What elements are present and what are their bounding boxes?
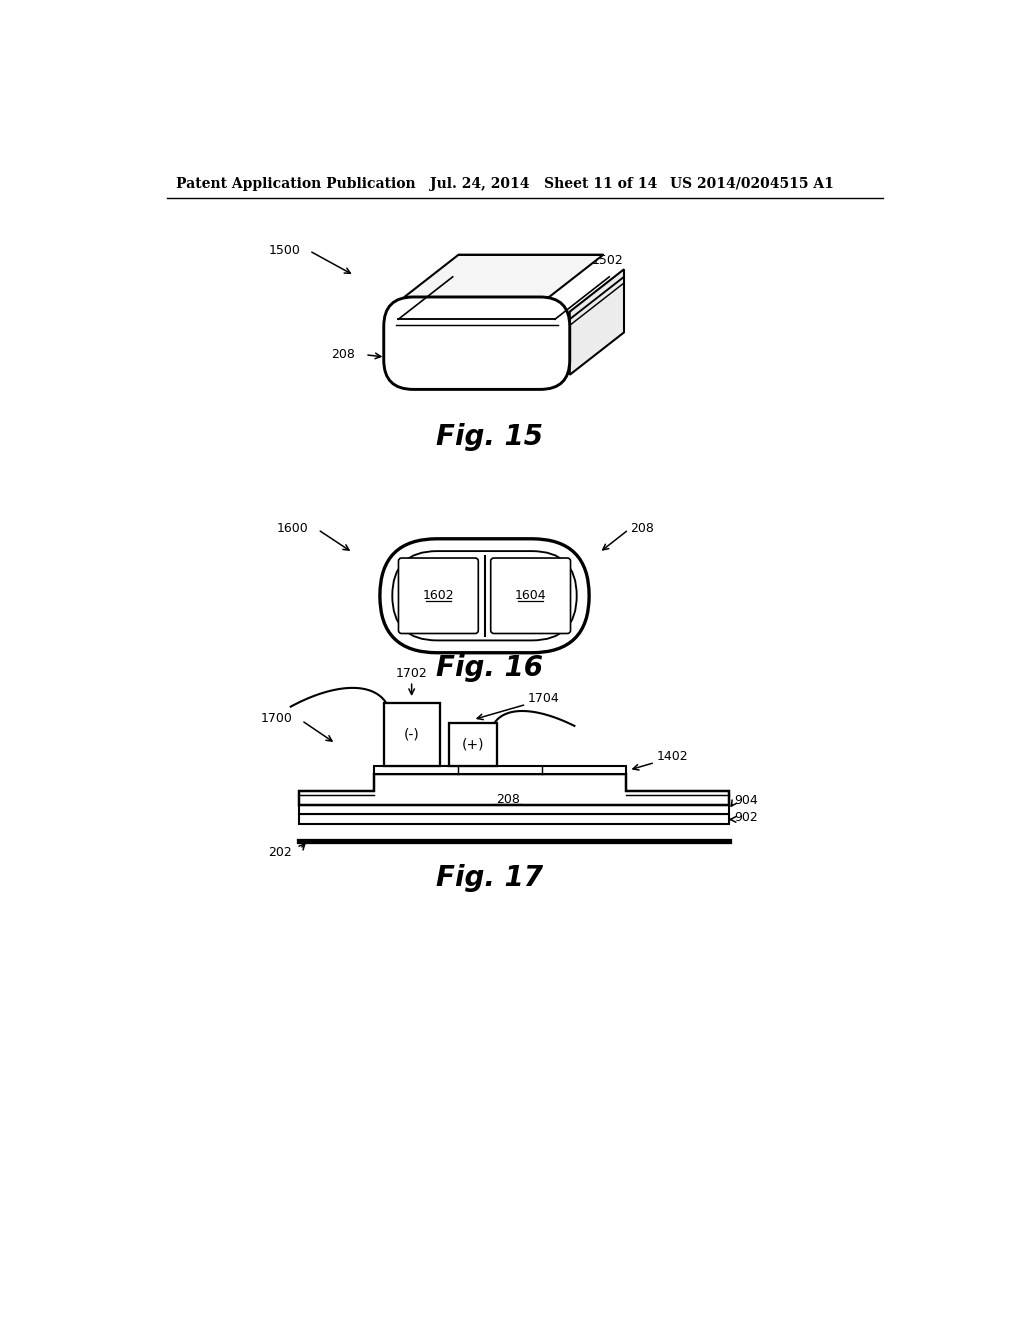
FancyBboxPatch shape xyxy=(384,297,569,389)
Text: 1704: 1704 xyxy=(528,692,560,705)
Text: Fig. 17: Fig. 17 xyxy=(435,863,543,891)
Polygon shape xyxy=(404,255,603,297)
Polygon shape xyxy=(299,814,729,825)
Text: Fig. 16: Fig. 16 xyxy=(435,655,543,682)
FancyBboxPatch shape xyxy=(398,558,478,634)
Text: Patent Application Publication: Patent Application Publication xyxy=(176,177,416,191)
Text: 902: 902 xyxy=(734,812,758,825)
Text: (-): (-) xyxy=(403,727,420,742)
Polygon shape xyxy=(449,723,497,766)
Text: 1702: 1702 xyxy=(395,667,428,680)
Text: 1502: 1502 xyxy=(493,537,524,550)
Text: Fig. 15: Fig. 15 xyxy=(435,424,543,451)
Polygon shape xyxy=(299,805,729,814)
Text: 208: 208 xyxy=(331,348,355,362)
Polygon shape xyxy=(569,269,624,375)
Text: 1502: 1502 xyxy=(592,255,624,268)
Text: 904: 904 xyxy=(734,795,758,807)
Text: 208: 208 xyxy=(630,521,654,535)
Text: 1700: 1700 xyxy=(260,711,292,725)
FancyBboxPatch shape xyxy=(392,552,577,640)
Text: 208: 208 xyxy=(496,792,520,805)
Text: 1604: 1604 xyxy=(515,589,547,602)
Polygon shape xyxy=(375,766,626,775)
Text: US 2014/0204515 A1: US 2014/0204515 A1 xyxy=(671,177,835,191)
Text: 1402: 1402 xyxy=(656,750,688,763)
Text: Jul. 24, 2014   Sheet 11 of 14: Jul. 24, 2014 Sheet 11 of 14 xyxy=(430,177,657,191)
Text: 1600: 1600 xyxy=(276,521,308,535)
Text: 202: 202 xyxy=(268,846,292,859)
Text: 1500: 1500 xyxy=(268,244,300,257)
FancyBboxPatch shape xyxy=(380,539,589,653)
Polygon shape xyxy=(384,702,439,766)
Text: (+): (+) xyxy=(462,738,484,751)
FancyBboxPatch shape xyxy=(490,558,570,634)
Polygon shape xyxy=(299,775,729,805)
Text: 1602: 1602 xyxy=(423,589,455,602)
